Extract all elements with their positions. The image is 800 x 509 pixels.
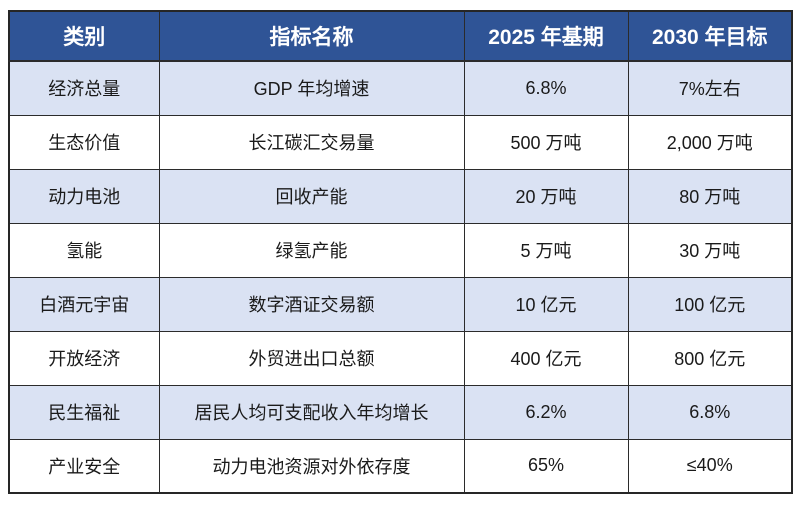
table-row: 民生福祉 居民人均可支配收入年均增长 6.2% 6.8%: [8, 384, 793, 440]
cell-indicator: 外贸进出口总额: [158, 330, 465, 386]
header-row: 类别 指标名称 2025 年基期 2030 年目标: [8, 10, 793, 62]
table-row: 开放经济 外贸进出口总额 400 亿元 800 亿元: [8, 330, 793, 386]
cell-indicator: 回收产能: [158, 168, 465, 224]
kpi-table: 类别 指标名称 2025 年基期 2030 年目标 经济总量 GDP 年均增速 …: [8, 10, 793, 494]
cell-category: 民生福祉: [8, 384, 160, 440]
cell-category: 动力电池: [8, 168, 160, 224]
cell-base-2025: 400 亿元: [463, 330, 629, 386]
cell-category: 氢能: [8, 222, 160, 278]
cell-indicator: 长江碳汇交易量: [158, 114, 465, 170]
cell-indicator: 动力电池资源对外依存度: [158, 438, 465, 494]
cell-indicator: 数字酒证交易额: [158, 276, 465, 332]
cell-indicator: 居民人均可支配收入年均增长: [158, 384, 465, 440]
cell-base-2025: 6.2%: [463, 384, 629, 440]
table-body: 经济总量 GDP 年均增速 6.8% 7%左右 生态价值 长江碳汇交易量 500…: [8, 60, 793, 494]
cell-target-2030: 6.8%: [627, 384, 793, 440]
cell-target-2030: 2,000 万吨: [627, 114, 793, 170]
table-row: 生态价值 长江碳汇交易量 500 万吨 2,000 万吨: [8, 114, 793, 170]
cell-target-2030: 100 亿元: [627, 276, 793, 332]
header-cell-category: 类别: [8, 10, 160, 62]
header-cell-base-2025: 2025 年基期: [463, 10, 629, 62]
cell-category: 生态价值: [8, 114, 160, 170]
table-row: 氢能 绿氢产能 5 万吨 30 万吨: [8, 222, 793, 278]
table-row: 白酒元宇宙 数字酒证交易额 10 亿元 100 亿元: [8, 276, 793, 332]
table-row: 动力电池 回收产能 20 万吨 80 万吨: [8, 168, 793, 224]
header-cell-target-2030: 2030 年目标: [627, 10, 793, 62]
table-header: 类别 指标名称 2025 年基期 2030 年目标: [8, 10, 793, 62]
cell-indicator: 绿氢产能: [158, 222, 465, 278]
table-row: 产业安全 动力电池资源对外依存度 65% ≤40%: [8, 438, 793, 494]
cell-category: 开放经济: [8, 330, 160, 386]
table-row: 经济总量 GDP 年均增速 6.8% 7%左右: [8, 60, 793, 116]
cell-base-2025: 20 万吨: [463, 168, 629, 224]
cell-category: 产业安全: [8, 438, 160, 494]
cell-indicator: GDP 年均增速: [158, 60, 465, 116]
cell-base-2025: 6.8%: [463, 60, 629, 116]
cell-base-2025: 65%: [463, 438, 629, 494]
header-cell-indicator: 指标名称: [158, 10, 465, 62]
cell-base-2025: 5 万吨: [463, 222, 629, 278]
cell-category: 经济总量: [8, 60, 160, 116]
cell-target-2030: ≤40%: [627, 438, 793, 494]
cell-target-2030: 30 万吨: [627, 222, 793, 278]
cell-target-2030: 80 万吨: [627, 168, 793, 224]
cell-category: 白酒元宇宙: [8, 276, 160, 332]
cell-target-2030: 800 亿元: [627, 330, 793, 386]
cell-base-2025: 500 万吨: [463, 114, 629, 170]
cell-base-2025: 10 亿元: [463, 276, 629, 332]
cell-target-2030: 7%左右: [627, 60, 793, 116]
